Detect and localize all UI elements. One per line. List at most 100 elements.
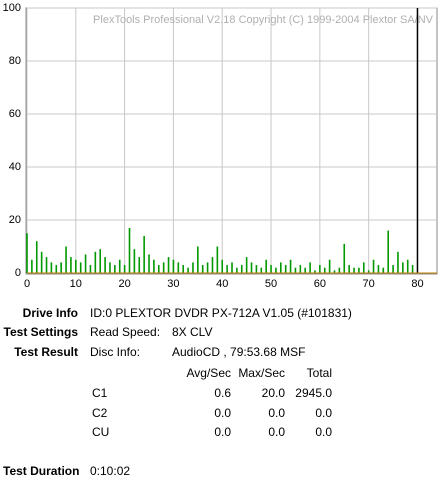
bar <box>236 267 238 273</box>
bar <box>402 262 404 273</box>
bar <box>323 267 326 273</box>
bar <box>231 262 233 273</box>
bar <box>377 265 380 273</box>
table-cell: 0.0 <box>214 405 231 420</box>
bar <box>411 265 414 273</box>
x-tick-label: 70 <box>363 278 375 290</box>
bar <box>319 265 321 273</box>
x-tick-label: 40 <box>216 278 228 290</box>
bar <box>138 257 141 273</box>
table-header: Total <box>306 366 332 380</box>
bar <box>89 265 92 273</box>
bar <box>280 262 282 273</box>
table-cell: 0.0 <box>268 425 285 439</box>
bar <box>148 254 150 273</box>
bar <box>240 265 243 273</box>
bar <box>309 262 311 273</box>
bar <box>221 259 224 273</box>
bar <box>275 267 277 273</box>
row-label: CU <box>92 425 110 439</box>
bar <box>118 259 121 273</box>
table-cell: 0.6 <box>214 386 231 400</box>
bar <box>123 265 126 273</box>
bar <box>31 259 33 273</box>
bar <box>192 262 194 273</box>
value: Disc Info: <box>90 345 141 359</box>
bar <box>172 259 175 273</box>
label: Test Duration <box>3 464 80 478</box>
bar <box>65 246 67 273</box>
bar <box>294 267 297 273</box>
bar <box>84 254 87 273</box>
row-label: C1 <box>92 386 108 400</box>
bar <box>387 230 389 273</box>
x-tick-label: 80 <box>411 278 423 290</box>
bar <box>60 262 62 273</box>
bar <box>35 241 38 273</box>
bar <box>367 270 370 273</box>
bar <box>99 249 102 273</box>
x-tick-label: 10 <box>70 278 82 290</box>
bar <box>226 265 228 273</box>
bar <box>265 259 267 273</box>
y-tick-label: 100 <box>3 2 21 14</box>
bar <box>79 262 82 273</box>
bar <box>406 259 409 273</box>
bar <box>109 262 111 273</box>
x-tick-label: 50 <box>265 278 277 290</box>
y-tick-label: 0 <box>15 267 21 279</box>
bar <box>45 257 48 273</box>
bar <box>153 259 155 273</box>
y-tick-label: 60 <box>9 108 21 120</box>
bar <box>314 270 316 273</box>
bar <box>211 257 214 273</box>
bar <box>358 267 360 273</box>
bar <box>284 265 287 273</box>
chart: 0 20 40 60 80 100 0 10 20 30 40 50 60 70 80 PlexTools P… <box>3 2 438 290</box>
table-cell: 0.0 <box>268 405 285 420</box>
bar <box>75 259 77 273</box>
bar <box>197 246 199 273</box>
bar <box>206 262 209 273</box>
bar <box>382 267 385 273</box>
x-tick-label: 30 <box>167 278 179 290</box>
table-cell: 0.0 <box>214 425 231 439</box>
bar <box>333 270 336 273</box>
bar <box>162 262 165 273</box>
bar <box>143 235 145 273</box>
bar <box>338 267 341 273</box>
x-tick-label: 60 <box>314 278 326 290</box>
bar <box>255 265 258 273</box>
x-tick-label: 20 <box>118 278 130 290</box>
bar <box>128 227 131 273</box>
bar <box>260 267 263 273</box>
bar <box>104 257 106 273</box>
label: Test Settings <box>3 325 78 339</box>
value: ID:0 PLEXTOR DVDR PX-712A V1.05 (#101831… <box>90 306 352 320</box>
bar <box>70 257 72 273</box>
bar <box>40 251 43 273</box>
y-tick-label: 80 <box>9 55 21 67</box>
bar <box>348 265 350 273</box>
bar <box>250 262 253 273</box>
bar <box>182 265 184 273</box>
bar <box>270 265 272 273</box>
bar <box>216 246 219 273</box>
bar <box>304 267 307 273</box>
bar <box>343 243 346 273</box>
bar <box>372 259 375 273</box>
bar <box>167 257 170 273</box>
bar <box>50 262 53 273</box>
bar <box>133 249 136 273</box>
y-tick-label: 40 <box>9 161 21 173</box>
table-header: Max/Sec <box>238 366 285 380</box>
bar <box>397 251 399 273</box>
x-tick-label: 0 <box>24 278 30 290</box>
bar <box>392 265 394 273</box>
bar <box>177 262 180 273</box>
table-cell: 2945.0 <box>295 386 332 400</box>
plot-area <box>25 7 438 275</box>
bar <box>289 259 292 273</box>
label: Test Result <box>14 345 78 359</box>
